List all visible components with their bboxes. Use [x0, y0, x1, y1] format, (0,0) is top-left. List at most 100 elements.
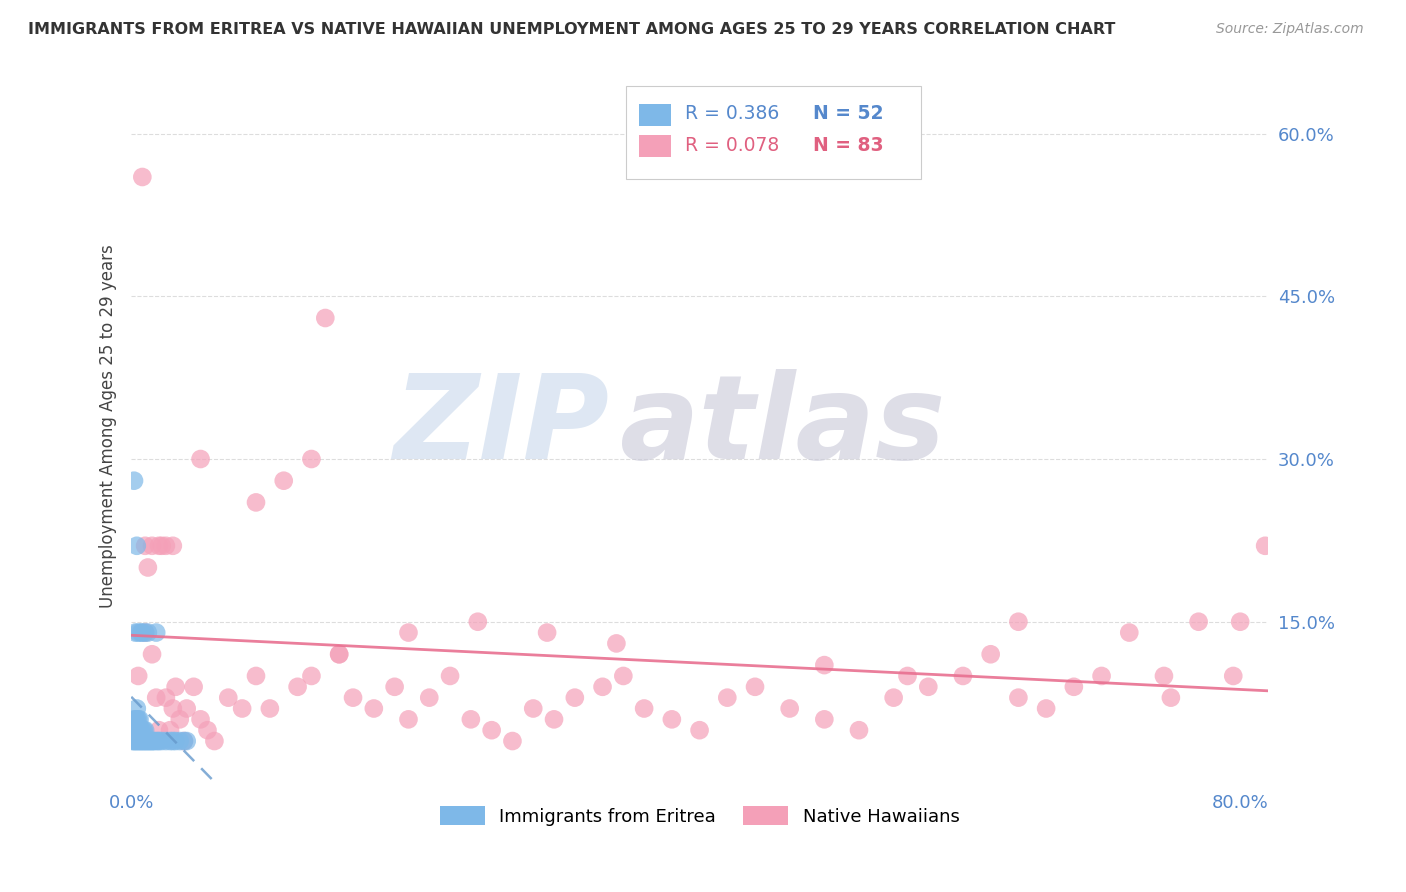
Point — [467, 615, 489, 629]
Point — [301, 452, 323, 467]
Point — [129, 734, 152, 748]
Point — [1090, 669, 1112, 683]
Point — [481, 723, 503, 738]
Point — [245, 495, 267, 509]
Point — [165, 680, 187, 694]
Point — [173, 734, 195, 748]
Point — [135, 734, 157, 748]
Point — [522, 701, 544, 715]
Point — [124, 712, 146, 726]
Point — [136, 560, 159, 574]
Point — [155, 690, 177, 705]
Point — [169, 712, 191, 726]
Point — [122, 712, 145, 726]
Point — [363, 701, 385, 715]
Point — [129, 625, 152, 640]
Point — [125, 701, 148, 715]
Point — [813, 712, 835, 726]
Point — [259, 701, 281, 715]
Point — [287, 680, 309, 694]
Point — [314, 311, 336, 326]
Point — [689, 723, 711, 738]
Point — [146, 734, 169, 748]
Text: N = 52: N = 52 — [813, 104, 884, 123]
Point — [138, 734, 160, 748]
Point — [162, 701, 184, 715]
Point — [1222, 669, 1244, 683]
Point — [131, 734, 153, 748]
Point — [141, 539, 163, 553]
Point — [460, 712, 482, 726]
Point — [162, 539, 184, 553]
Point — [142, 734, 165, 748]
Point — [148, 734, 170, 748]
Point — [342, 690, 364, 705]
Point — [127, 712, 149, 726]
Point — [125, 734, 148, 748]
Point — [141, 647, 163, 661]
Point — [217, 690, 239, 705]
Point — [122, 734, 145, 748]
Point — [134, 625, 156, 640]
Point — [125, 723, 148, 738]
FancyBboxPatch shape — [640, 135, 671, 157]
Point — [121, 723, 143, 738]
Point — [980, 647, 1002, 661]
Point — [131, 723, 153, 738]
Point — [564, 690, 586, 705]
Point — [132, 723, 155, 738]
Point — [127, 669, 149, 683]
Point — [633, 701, 655, 715]
Point — [398, 625, 420, 640]
Point — [1153, 669, 1175, 683]
Point — [127, 723, 149, 738]
Point — [231, 701, 253, 715]
Point — [1007, 615, 1029, 629]
Point — [125, 712, 148, 726]
Point — [141, 734, 163, 748]
Point — [301, 669, 323, 683]
Point — [150, 539, 173, 553]
Point — [124, 625, 146, 640]
Point — [384, 680, 406, 694]
Point — [779, 701, 801, 715]
Point — [136, 625, 159, 640]
Point — [204, 734, 226, 748]
Point — [131, 169, 153, 184]
Point — [592, 680, 614, 694]
Point — [1160, 690, 1182, 705]
Text: ZIP: ZIP — [392, 369, 609, 484]
Text: Source: ZipAtlas.com: Source: ZipAtlas.com — [1216, 22, 1364, 37]
FancyBboxPatch shape — [640, 104, 671, 126]
Point — [952, 669, 974, 683]
Text: R = 0.386: R = 0.386 — [685, 104, 779, 123]
Point — [148, 723, 170, 738]
Point — [128, 712, 150, 726]
Point — [125, 539, 148, 553]
Point — [398, 712, 420, 726]
Point — [139, 734, 162, 748]
Point — [197, 723, 219, 738]
Point — [173, 734, 195, 748]
Point — [612, 669, 634, 683]
Text: R = 0.078: R = 0.078 — [685, 136, 779, 154]
Point — [661, 712, 683, 726]
Point — [190, 712, 212, 726]
Point — [129, 723, 152, 738]
Point — [132, 734, 155, 748]
Point — [883, 690, 905, 705]
Point — [169, 734, 191, 748]
Point — [159, 723, 181, 738]
Point — [165, 734, 187, 748]
Point — [155, 539, 177, 553]
Point — [124, 723, 146, 738]
Point — [418, 690, 440, 705]
Legend: Immigrants from Eritrea, Native Hawaiians: Immigrants from Eritrea, Native Hawaiian… — [440, 806, 959, 825]
Point — [896, 669, 918, 683]
Point — [813, 658, 835, 673]
FancyBboxPatch shape — [626, 87, 921, 179]
Point — [190, 452, 212, 467]
Point — [127, 734, 149, 748]
Point — [848, 723, 870, 738]
Point — [128, 734, 150, 748]
